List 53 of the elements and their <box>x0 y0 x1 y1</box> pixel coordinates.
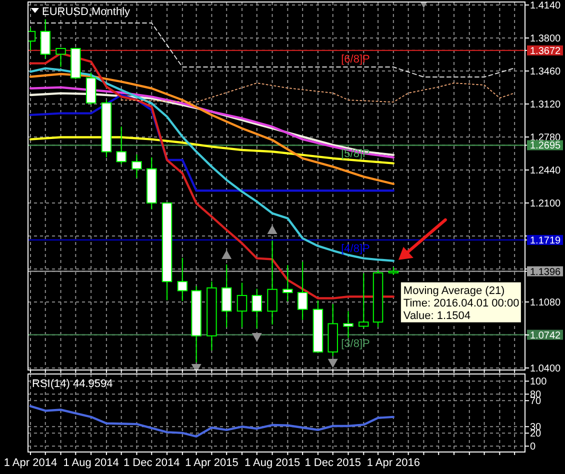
ref-line-label: [5/8]P <box>341 148 370 160</box>
candlestick <box>297 261 308 320</box>
candlestick <box>282 264 293 302</box>
point <box>267 224 278 234</box>
line-series <box>29 67 395 262</box>
candlestick <box>40 18 50 60</box>
candlestick <box>358 272 369 329</box>
point <box>222 250 232 259</box>
line-series <box>29 94 395 192</box>
candlestick <box>56 47 66 68</box>
y-tick-label: 1.1396 <box>530 266 562 278</box>
chart-title: EURUSD,Monthly <box>42 6 131 18</box>
y-tick-label: 1.3800 <box>530 34 562 45</box>
x-tick-label: 1 Apr 2014 <box>4 457 58 469</box>
line-series <box>29 136 395 164</box>
point <box>328 358 338 368</box>
candlestick <box>236 282 248 328</box>
y-tick-label: 1.4140 <box>530 0 562 12</box>
y-tick-label: 1.3672 <box>530 46 562 57</box>
x-tick-label: 1 Aug 2015 <box>244 457 300 469</box>
y-tick-label: 1.3120 <box>530 99 562 110</box>
x-tick-label: 1 Apr 2015 <box>185 457 238 469</box>
ref-line-label: [6/8]P <box>341 53 370 66</box>
y-tick-label: 1.2695 <box>530 140 562 152</box>
y-tick-label: 0 <box>530 442 536 453</box>
y-tick-label: 1.3460 <box>530 66 562 78</box>
candlestick <box>267 240 278 325</box>
candlestick <box>343 310 354 338</box>
x-tick-label: 1 Aug 2014 <box>63 457 119 469</box>
candlestick <box>132 154 142 179</box>
ref-line-label: [4/8]P <box>341 242 370 255</box>
line-series <box>120 82 516 103</box>
x-tick-label: 1 Dec 2015 <box>304 457 361 469</box>
line-series <box>29 72 395 186</box>
y-tick-label: 1.2100 <box>530 198 562 210</box>
annotation: Moving Average (21) Time: 2016.04.01 00:00 Value: 1.1504 <box>403 284 520 322</box>
y-tick-label: 1.1719 <box>530 235 562 246</box>
y-tick-label: 1.0400 <box>530 363 562 374</box>
line-series <box>30 22 516 78</box>
x-tick-label: 1 Apr 2016 <box>366 457 420 469</box>
x-tick-label: 1 Dec 2014 <box>123 457 180 469</box>
point <box>252 333 262 342</box>
y-tick-label: 1.0742 <box>530 330 562 342</box>
chart-title: RSI(14) 44.9594 <box>32 378 113 390</box>
candlestick <box>116 126 126 165</box>
y-tick-label: 1.1080 <box>530 297 562 308</box>
candlestick <box>252 288 262 329</box>
ref-line-label: [3/8]P <box>341 338 370 350</box>
y-tick-label: 100 <box>530 376 548 388</box>
candlestick <box>177 257 188 302</box>
y-tick-label: 1.2440 <box>530 165 562 176</box>
candlestick <box>221 264 232 328</box>
line-series <box>29 405 395 438</box>
